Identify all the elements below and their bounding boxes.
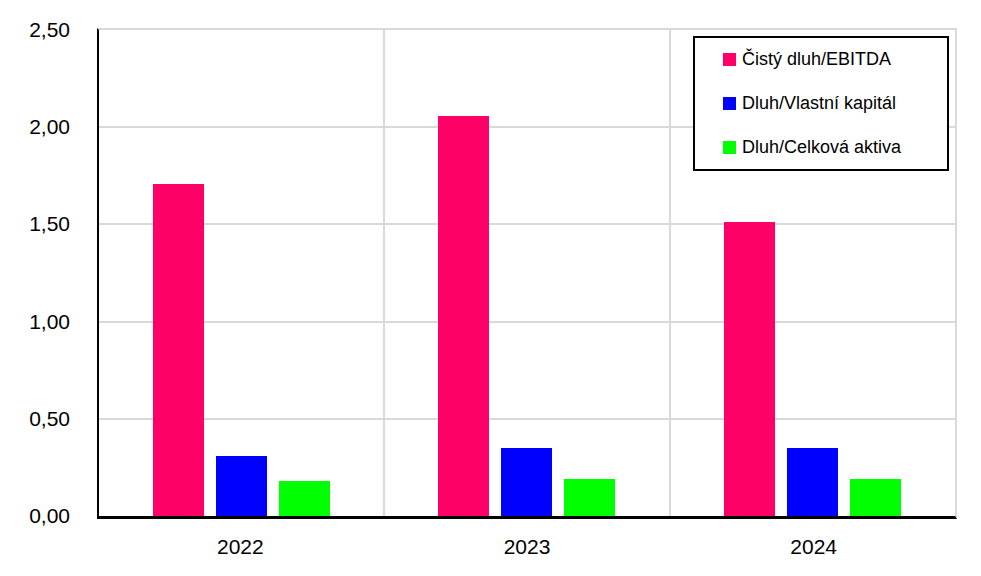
bar-series3-2023: [564, 479, 615, 516]
legend: Čistý dluh/EBITDA Dluh/Vlastní kapitál Dlu…: [693, 36, 949, 171]
bar-series3-2022: [279, 481, 330, 516]
bar-series2-2024: [787, 448, 838, 516]
x-tick-label-2023: 2023: [384, 534, 671, 560]
legend-label: Dluh/Celková aktiva: [742, 137, 901, 158]
bar-series1-2022: [153, 184, 204, 516]
y-tick-label: 0,50: [0, 406, 70, 432]
bar-group-2023: [384, 30, 669, 516]
bar-group-2022: [99, 30, 384, 516]
legend-item-2: Dluh/Vlastní kapitál: [723, 93, 947, 114]
y-tick-label: 1,00: [0, 309, 70, 335]
y-tick-label: 2,50: [0, 17, 70, 43]
legend-swatch-icon: [723, 141, 736, 154]
y-tick-label: 2,00: [0, 114, 70, 140]
bar-series2-2022: [216, 456, 267, 516]
legend-label: Čistý dluh/EBITDA: [742, 49, 891, 70]
x-tick-label-2024: 2024: [670, 534, 957, 560]
legend-label: Dluh/Vlastní kapitál: [742, 93, 896, 114]
bar-series1-2023: [438, 116, 489, 516]
bar-series2-2023: [501, 448, 552, 516]
chart-container: 0,00 0,50 1,00 1,50 2,00 2,50 202220232024 Či…: [0, 0, 981, 576]
y-tick-label: 1,50: [0, 211, 70, 237]
y-tick-label: 0,00: [0, 503, 70, 529]
bar-series3-2024: [850, 479, 901, 516]
x-tick-label-2022: 2022: [97, 534, 384, 560]
legend-item-1: Čistý dluh/EBITDA: [723, 49, 947, 70]
legend-swatch-icon: [723, 53, 736, 66]
legend-swatch-icon: [723, 97, 736, 110]
bar-series1-2024: [724, 222, 775, 516]
legend-item-3: Dluh/Celková aktiva: [723, 137, 947, 158]
